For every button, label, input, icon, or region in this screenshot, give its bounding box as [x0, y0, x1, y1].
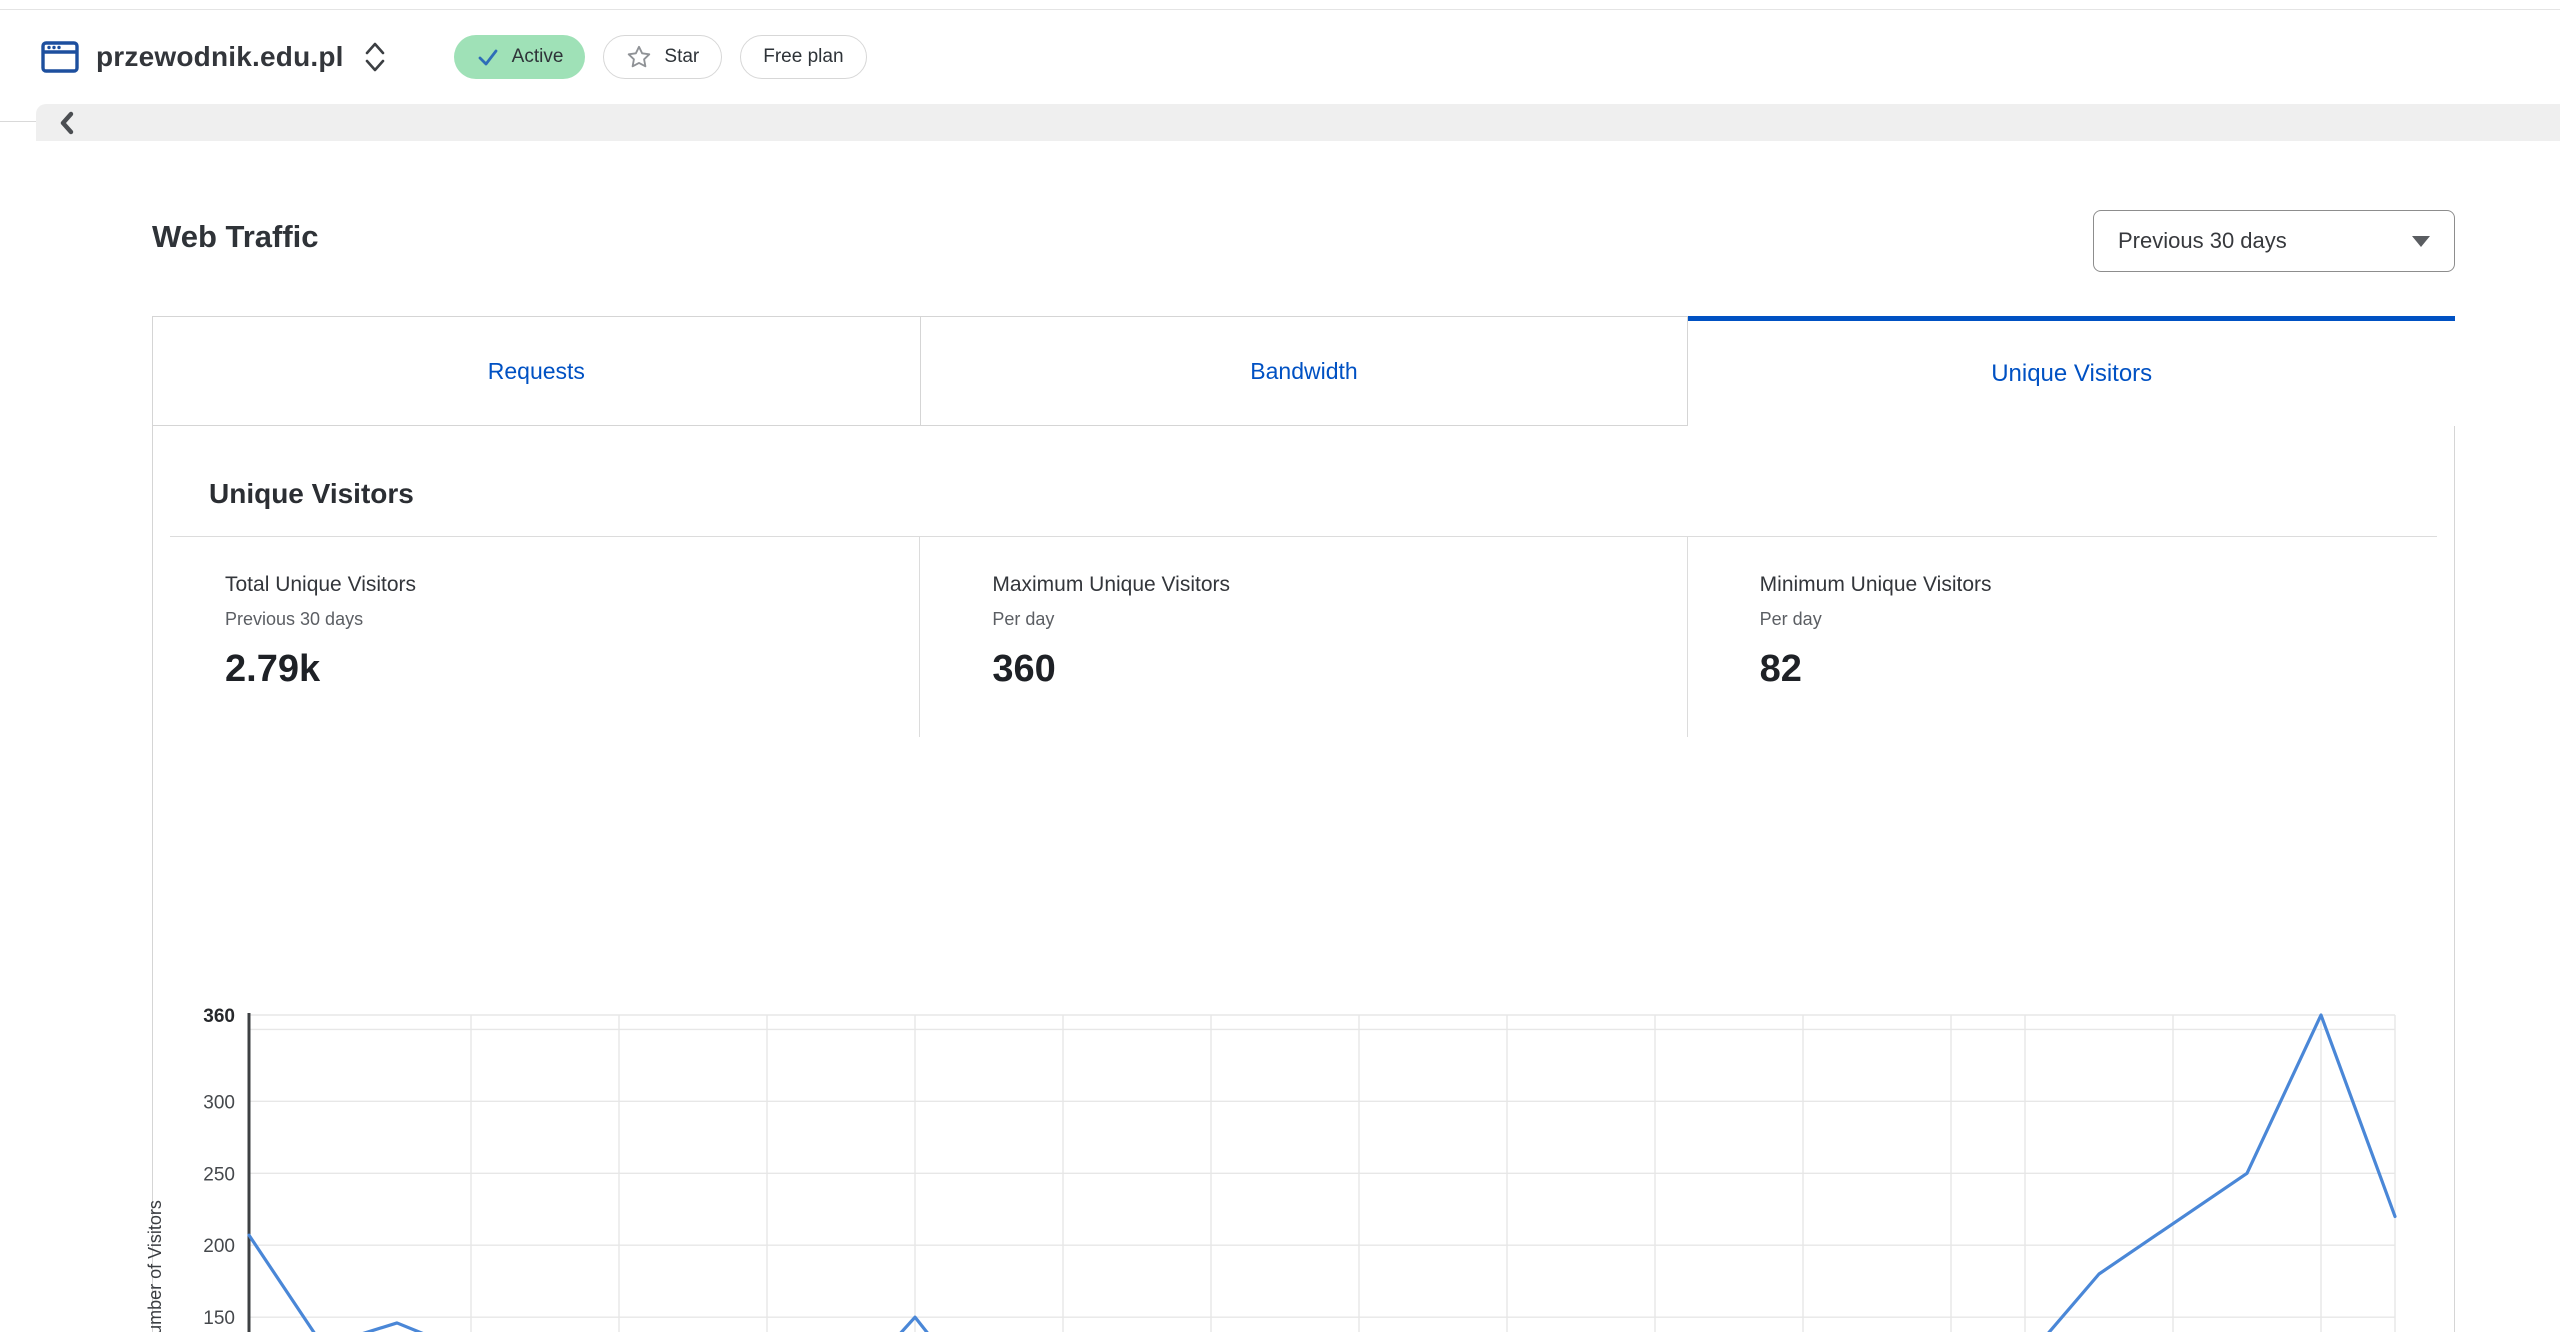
top-divider [0, 9, 2560, 10]
analytics-main: Web Traffic Previous 30 days Requests Ba… [145, 141, 2456, 1332]
tab-bandwidth-label: Bandwidth [1250, 357, 1358, 384]
zone-selector-button[interactable] [358, 37, 392, 77]
chart-area: 36030025020015010050001 AMSat 11Mon 13We… [131, 1000, 2471, 1332]
stat-total-label: Total Unique Visitors [225, 573, 417, 596]
stat-total: Total Unique Visitors Previous 30 days 2… [153, 537, 919, 737]
y-tick-label: 150 [203, 1308, 235, 1329]
chevron-down-icon [2412, 235, 2430, 247]
period-dropdown[interactable]: Previous 30 days [2093, 210, 2455, 272]
tab-unique-visitors-label: Unique Visitors [1991, 359, 2153, 387]
stat-minimum-value: 82 [1759, 648, 1802, 690]
zone-header: przewodnik.edu.pl Active Star Free plan [0, 10, 2560, 104]
site-favicon-icon [40, 37, 80, 77]
sort-chevrons-icon [359, 37, 391, 77]
plan-badge: Free plan [740, 35, 867, 79]
backbar-edge-line [0, 121, 60, 122]
page-title: Web Traffic [152, 219, 319, 254]
y-tick-label: 360 [203, 1006, 235, 1027]
visitors-line-chart: 36030025020015010050001 AMSat 11Mon 13We… [145, 1006, 2397, 1332]
stat-total-value: 2.79k [225, 648, 321, 690]
stats-row: Total Unique Visitors Previous 30 days 2… [153, 537, 2454, 737]
tab-bandwidth[interactable]: Bandwidth [920, 316, 1689, 426]
plan-badge-label: Free plan [763, 46, 844, 67]
status-badge-active: Active [453, 35, 586, 79]
y-axis-title: Number of Visitors [145, 1200, 165, 1332]
star-button[interactable]: Star [603, 35, 723, 79]
stat-maximum-label: Maximum Unique Visitors [992, 573, 1231, 596]
period-dropdown-value: Previous 30 days [2118, 228, 2287, 253]
section-heading: Unique Visitors [209, 478, 414, 509]
tab-unique-visitors[interactable]: Unique Visitors [1688, 316, 2456, 426]
zone-domain-title: przewodnik.edu.pl [96, 41, 344, 72]
tab-requests-label: Requests [487, 357, 585, 384]
chevron-left-icon [60, 111, 74, 134]
stat-maximum-value: 360 [992, 648, 1056, 690]
back-button[interactable] [54, 107, 80, 139]
y-tick-label: 200 [203, 1236, 235, 1257]
y-tick-label: 300 [203, 1092, 235, 1113]
collapse-bar [36, 104, 2560, 141]
stat-maximum: Maximum Unique Visitors Per day 360 [919, 537, 1686, 737]
metric-tabs: Requests Bandwidth Unique Visitors [152, 316, 2456, 426]
y-tick-label: 250 [203, 1164, 235, 1185]
stat-maximum-period: Per day [992, 609, 1055, 629]
unique-visitors-panel: Unique Visitors Total Unique Visitors Pr… [145, 426, 2455, 1332]
star-button-label: Star [664, 46, 700, 67]
title-row: Web Traffic Previous 30 days [152, 141, 2455, 316]
status-badge-label: Active [511, 46, 564, 67]
stat-minimum: Minimum Unique Visitors Per day 82 [1686, 537, 2454, 737]
stat-minimum-label: Minimum Unique Visitors [1759, 573, 1992, 596]
stat-total-period: Previous 30 days [225, 609, 364, 629]
heading-divider [170, 536, 2437, 537]
tab-requests[interactable]: Requests [152, 316, 921, 426]
check-icon [476, 45, 500, 69]
star-icon [626, 44, 652, 70]
stat-minimum-period: Per day [1759, 609, 1822, 629]
